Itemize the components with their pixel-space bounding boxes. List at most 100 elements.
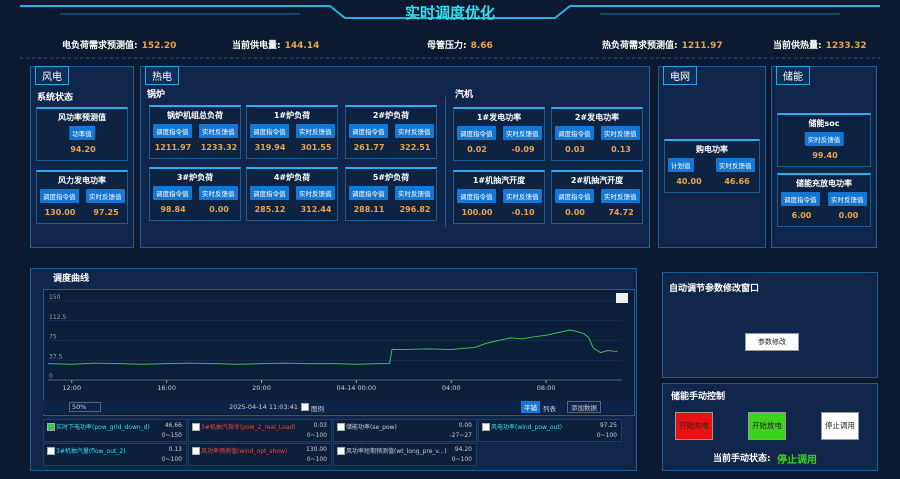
card-title: 1#炉负荷 [273, 111, 311, 120]
card-value: 285.12 [254, 205, 286, 214]
section-title: 自动调节参数修改窗口 [669, 284, 760, 294]
legend-checkbox[interactable] [47, 423, 55, 431]
add-data[interactable]: 添加数据 [567, 401, 601, 413]
card-button[interactable]: 计划值 [668, 158, 694, 172]
card-value: 296.82 [399, 205, 431, 214]
legend-checkbox[interactable] [482, 423, 490, 431]
legend-checkbox[interactable] [47, 447, 55, 455]
card-value: 312.44 [300, 205, 332, 214]
card-title: 风力发电功率 [58, 176, 106, 185]
card-button[interactable]: 功率值 [69, 126, 95, 140]
card-value: 1211.97 [154, 143, 192, 152]
card-button[interactable]: 实时反馈值 [395, 186, 434, 200]
legend-checkbox[interactable] [337, 447, 345, 455]
card-button[interactable]: 调度指令值 [349, 124, 388, 138]
adjust-button[interactable]: 参数修改 [745, 333, 799, 351]
stat-value: 152.20 [141, 41, 177, 51]
card-button[interactable]: 调度指令值 [555, 189, 594, 203]
card-button[interactable]: 实时反馈值 [601, 189, 640, 203]
legend-item[interactable]: 风电功率(wind_pow_out) 97.25 0~100 [478, 419, 622, 442]
card-value: -0.09 [511, 145, 535, 154]
tile-button[interactable]: 平铺 [521, 401, 540, 413]
timestamp: 2025-04-14 11:03:41 [229, 403, 299, 411]
card-button[interactable]: 调度指令值 [555, 126, 594, 140]
zoom[interactable]: 50% [69, 402, 102, 412]
card-value: 322.51 [399, 143, 431, 152]
card: 储能充放电功率 调度指令值 实时反馈值 6.00 0.00 [777, 173, 871, 227]
card-button[interactable]: 调度指令值 [781, 192, 820, 206]
card-button[interactable]: 调度指令值 [250, 186, 289, 200]
legend-name: 储能功率(se_pow) [346, 424, 397, 431]
card-button[interactable]: 实时反馈值 [296, 124, 335, 138]
card-title: 2#机抽汽开度 [570, 176, 624, 185]
card-button[interactable]: 实时反馈值 [395, 124, 434, 138]
stat: 电负荷需求预测值: 152.20 [62, 38, 176, 51]
legend-checkbox[interactable] [337, 423, 345, 431]
y-tick-label: 37.5 [49, 353, 63, 360]
card-button[interactable]: 实时反馈值 [828, 192, 867, 206]
y-tick-label: 150 [49, 294, 61, 301]
card: 风功率预测值 功率值 94.20 [36, 107, 128, 161]
x-tick-label: 16:00 [157, 384, 176, 392]
card-button[interactable]: 实时反馈值 [296, 186, 335, 200]
card-button[interactable]: 实时反馈值 [804, 132, 844, 146]
stat-value: 8.66 [470, 41, 493, 51]
legend-range: 0~100 [451, 456, 472, 463]
card: 1#炉负荷 调度指令值 实时反馈值 319.94 301.55 [246, 105, 338, 159]
card-button[interactable]: 调度指令值 [250, 124, 289, 138]
card-button[interactable]: 实时反馈值 [86, 189, 125, 203]
page-title: 实时调度优化 [404, 4, 495, 22]
legend-checkbox[interactable] [192, 423, 200, 431]
card-button[interactable]: 调度指令值 [153, 124, 192, 138]
card-value: 261.77 [353, 143, 385, 152]
card-button[interactable]: 调度指令值 [457, 126, 496, 140]
legend-item[interactable]: 风功率短期预测值(wt_long_pre_v...) 94.20 0~100 [333, 443, 477, 466]
card: 2#发电功率 调度指令值 实时反馈值 0.03 0.13 [551, 107, 643, 161]
x-tick-label: 12:00 [62, 384, 81, 392]
panel-title: 风电 [35, 66, 69, 85]
card-button[interactable]: 实时反馈值 [199, 186, 238, 200]
card-button[interactable]: 实时反馈值 [503, 126, 542, 140]
legend-name: 3#机抽汽指令(pow_2_real_Load) [201, 424, 296, 431]
legend-item[interactable]: 3#机抽汽指令(pow_2_real_Load) 0.03 0~100 [188, 419, 332, 442]
legend-range: 0~100 [161, 456, 182, 463]
card-button[interactable]: 调度指令值 [40, 189, 79, 203]
legend-item[interactable]: 储能功率(se_pow) 0.00 -27~27 [333, 419, 477, 442]
card-button[interactable]: 实时反馈值 [716, 158, 755, 172]
menu-button[interactable] [616, 293, 628, 303]
card-button[interactable]: 调度指令值 [349, 186, 388, 200]
panel-title: 储能 [776, 66, 810, 85]
control-button[interactable]: 开始放电 [748, 412, 786, 440]
legend-item[interactable]: 实时下电功率(pow_grid_down_d) 46.66 0~150 [43, 419, 187, 442]
panel: 热电 锅炉 汽机 锅炉机组总负荷 调度指令值 实时反馈值 1211.97 1233.32 1#炉… [140, 66, 650, 248]
control-button[interactable]: 开始充电 [675, 412, 713, 440]
legend-item[interactable]: 风功率预测值(wind_opt_show) 130.00 0~100 [188, 443, 332, 466]
card-title: 3#炉负荷 [176, 173, 214, 182]
legend-value: 0.03 [313, 422, 327, 429]
stat-label: 热负荷需求预测值: [602, 41, 678, 51]
y-tick-label: 112.5 [49, 314, 66, 321]
card-button[interactable]: 实时反馈值 [503, 189, 542, 203]
legend-toggle[interactable]: 图例 [311, 405, 324, 413]
legend-item[interactable]: 3#机抽汽量(flow_out_2) 0.13 0~100 [43, 443, 187, 466]
card-button[interactable]: 实时反馈值 [199, 124, 238, 138]
card: 3#炉负荷 调度指令值 实时反馈值 98.84 0.00 [149, 167, 241, 221]
data-line [47, 329, 618, 365]
card-title: 1#机抽汽开度 [472, 176, 526, 185]
legend-name: 风功率短期预测值(wt_long_pre_v...) [346, 448, 446, 455]
y-tick-label: 0 [49, 373, 53, 380]
card-button[interactable]: 调度指令值 [457, 189, 496, 203]
card-title: 锅炉机组总负荷 [167, 111, 223, 120]
list-button[interactable]: 列表 [543, 405, 556, 413]
card-button[interactable]: 调度指令值 [153, 186, 192, 200]
control-button[interactable]: 停止调用 [821, 412, 859, 440]
status-label: 当前手动状态: [713, 454, 771, 464]
x-tick-label: 04-14 00:00 [337, 384, 377, 392]
card-button[interactable]: 实时反馈值 [601, 126, 640, 140]
checkbox[interactable] [301, 403, 309, 411]
card-value: 130.00 [44, 208, 76, 217]
panel: 电网 购电功率 计划值 实时反馈值 40.00 46.66 [658, 66, 766, 248]
legend-checkbox[interactable] [192, 447, 200, 455]
card-value: 0.00 [209, 205, 229, 214]
